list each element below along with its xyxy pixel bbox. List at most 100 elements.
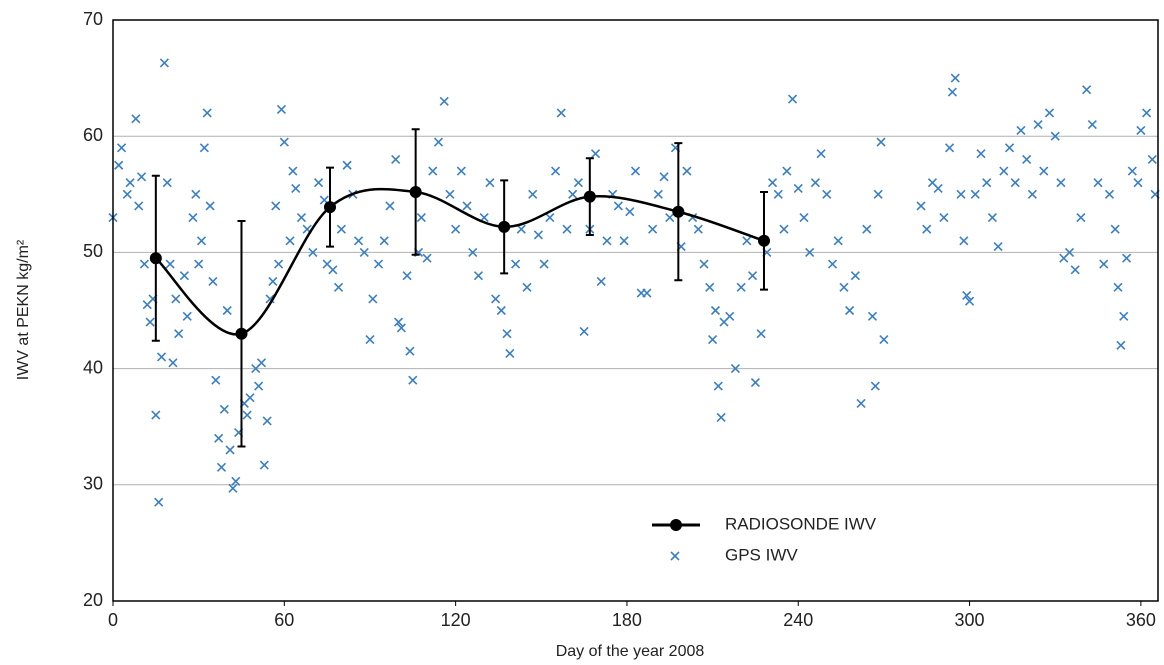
x-marker: [408, 375, 418, 385]
x-marker: [168, 358, 178, 368]
x-marker: [1133, 178, 1143, 188]
x-marker: [956, 189, 966, 199]
x-marker: [670, 551, 680, 561]
x-marker: [259, 460, 269, 470]
x-marker: [933, 183, 943, 194]
x-marker: [216, 462, 227, 472]
x-marker: [742, 236, 752, 246]
x-marker: [165, 259, 175, 269]
x-marker: [682, 166, 692, 176]
x-marker: [787, 94, 798, 104]
x-marker: [1033, 120, 1043, 130]
x-marker: [205, 201, 215, 211]
x-marker: [699, 259, 709, 269]
x-marker: [613, 201, 623, 211]
x-marker: [368, 294, 378, 304]
x-tick-label: 0: [108, 610, 118, 630]
x-marker: [422, 253, 432, 263]
x-marker: [653, 189, 663, 199]
x-marker: [511, 259, 521, 269]
x-marker: [659, 172, 669, 182]
x-marker: [125, 178, 135, 188]
x-marker: [156, 352, 167, 362]
x-marker: [199, 143, 209, 153]
x-marker: [174, 329, 184, 339]
x-marker: [159, 58, 169, 68]
x-marker: [993, 242, 1003, 252]
x-marker: [822, 189, 832, 199]
x-marker: [987, 212, 997, 223]
x-marker: [182, 311, 192, 321]
x-marker: [122, 189, 132, 199]
x-tick-label: 240: [783, 610, 813, 630]
x-tick-label: 60: [274, 610, 294, 630]
x-marker: [225, 445, 235, 455]
x-marker: [579, 326, 589, 336]
x-tick-label: 360: [1126, 610, 1156, 630]
point: [583, 190, 596, 203]
x-marker: [945, 143, 955, 153]
x-marker: [393, 317, 404, 327]
x-marker: [145, 317, 155, 327]
x-marker: [473, 271, 484, 281]
x-marker: [665, 212, 675, 223]
x-marker: [939, 212, 949, 223]
x-marker: [713, 381, 723, 391]
x-marker: [262, 416, 272, 426]
x-marker: [793, 183, 803, 194]
x-marker: [151, 410, 161, 420]
x-marker: [730, 364, 740, 374]
x-marker: [154, 497, 164, 507]
x-marker: [385, 201, 395, 211]
x-marker: [1147, 154, 1157, 165]
x-marker: [833, 236, 843, 246]
x-marker: [468, 247, 478, 257]
y-tick-label: 60: [83, 125, 103, 145]
point: [323, 201, 336, 214]
legend: RADIOSONDE IWV GPS IWV: [652, 514, 877, 564]
x-marker: [705, 282, 715, 292]
x-axis-label: Day of the year 2008: [556, 643, 705, 660]
x-marker: [1087, 120, 1097, 130]
x-marker: [456, 166, 466, 176]
x-marker: [528, 189, 538, 199]
x-marker: [328, 265, 338, 275]
x-marker: [211, 375, 221, 385]
x-marker: [1064, 247, 1075, 257]
x-marker: [747, 271, 758, 281]
x-marker: [556, 108, 566, 118]
x-marker: [736, 282, 746, 292]
x-marker: [773, 189, 783, 199]
x-marker: [505, 348, 515, 359]
x-marker: [1119, 311, 1129, 321]
point: [235, 327, 248, 340]
x-marker: [516, 224, 526, 234]
x-marker: [391, 154, 401, 165]
legend-label: RADIOSONDE IWV: [725, 514, 877, 533]
x-marker: [445, 189, 455, 199]
x-marker: [1004, 143, 1015, 153]
x-marker: [562, 224, 572, 234]
x-marker: [550, 166, 561, 176]
x-marker: [405, 346, 415, 356]
x-marker: [191, 189, 201, 199]
x-marker: [916, 201, 926, 211]
x-marker: [291, 183, 301, 194]
x-marker: [850, 271, 860, 281]
x-marker: [1082, 85, 1092, 95]
x-marker: [314, 178, 324, 188]
x-marker: [162, 178, 172, 188]
x-marker: [1113, 282, 1123, 292]
x-tick-label: 180: [612, 610, 642, 630]
x-marker: [179, 271, 189, 281]
x-marker: [1070, 265, 1080, 275]
x-marker: [274, 259, 284, 269]
x-marker: [308, 247, 318, 257]
x-marker: [867, 311, 878, 321]
x-marker: [870, 381, 880, 391]
x-marker: [827, 259, 838, 269]
x-marker: [596, 276, 606, 287]
x-marker: [1116, 340, 1126, 350]
x-marker: [228, 483, 238, 493]
x-marker: [545, 212, 555, 223]
